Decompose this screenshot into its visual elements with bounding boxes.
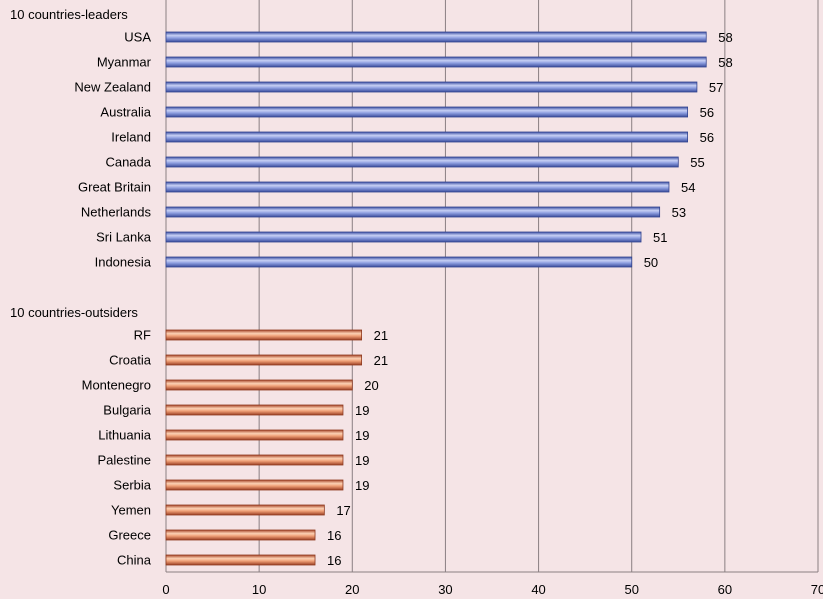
bar bbox=[165, 454, 344, 466]
x-tick-label: 40 bbox=[531, 582, 545, 597]
bar bbox=[165, 181, 670, 193]
value-label: 56 bbox=[700, 130, 714, 145]
x-tick-label: 30 bbox=[438, 582, 452, 597]
value-label: 51 bbox=[653, 230, 667, 245]
category-label: Indonesia bbox=[95, 255, 152, 270]
value-label: 17 bbox=[336, 503, 350, 518]
category-label: Palestine bbox=[98, 453, 151, 468]
x-tick-label: 0 bbox=[162, 582, 169, 597]
x-tick-label: 50 bbox=[624, 582, 638, 597]
value-label: 19 bbox=[355, 478, 369, 493]
category-label: China bbox=[117, 553, 152, 568]
labels: 0 10 20 30 40 50 60 70 10 countries-leaders USA 58… bbox=[10, 7, 823, 597]
category-label: USA bbox=[124, 30, 151, 45]
value-label: 19 bbox=[355, 403, 369, 418]
x-tick-label: 10 bbox=[252, 582, 266, 597]
bar bbox=[165, 529, 316, 541]
category-label: Sri Lanka bbox=[96, 230, 152, 245]
category-label: New Zealand bbox=[74, 80, 151, 95]
bar bbox=[165, 379, 353, 391]
value-label: 54 bbox=[681, 180, 695, 195]
bar bbox=[165, 106, 688, 118]
x-tick-label: 70 bbox=[811, 582, 823, 597]
category-label: Netherlands bbox=[81, 205, 152, 220]
category-label: Lithuania bbox=[98, 428, 152, 443]
x-tick-label: 20 bbox=[345, 582, 359, 597]
bar bbox=[165, 231, 642, 243]
value-label: 57 bbox=[709, 80, 723, 95]
value-label: 53 bbox=[672, 205, 686, 220]
bar bbox=[165, 81, 698, 93]
value-label: 21 bbox=[374, 353, 388, 368]
category-label: Great Britain bbox=[78, 180, 151, 195]
value-label: 16 bbox=[327, 528, 341, 543]
category-label: Canada bbox=[105, 155, 151, 170]
bar bbox=[165, 156, 679, 168]
value-label: 16 bbox=[327, 553, 341, 568]
category-label: Montenegro bbox=[82, 378, 151, 393]
bar bbox=[165, 131, 688, 143]
category-label: Ireland bbox=[111, 130, 151, 145]
bar bbox=[165, 329, 363, 341]
bar bbox=[165, 554, 316, 566]
value-label: 55 bbox=[690, 155, 704, 170]
category-label: Serbia bbox=[113, 478, 151, 493]
value-label: 56 bbox=[700, 105, 714, 120]
gridlines bbox=[165, 0, 819, 573]
bar bbox=[165, 56, 707, 68]
bar bbox=[165, 504, 325, 516]
category-label: Croatia bbox=[109, 353, 152, 368]
value-label: 19 bbox=[355, 453, 369, 468]
value-label: 19 bbox=[355, 428, 369, 443]
bar bbox=[165, 404, 344, 416]
bars bbox=[165, 31, 707, 566]
bar bbox=[165, 31, 707, 43]
bar bbox=[165, 206, 661, 218]
group-heading: 10 countries-leaders bbox=[10, 7, 128, 22]
value-label: 21 bbox=[374, 328, 388, 343]
category-label: Myanmar bbox=[97, 55, 152, 70]
category-label: Greece bbox=[108, 528, 151, 543]
bar bbox=[165, 429, 344, 441]
category-label: Bulgaria bbox=[103, 403, 151, 418]
bar bbox=[165, 354, 363, 366]
value-label: 20 bbox=[364, 378, 378, 393]
value-label: 58 bbox=[718, 30, 732, 45]
category-label: RF bbox=[134, 328, 151, 343]
category-label: Australia bbox=[100, 105, 151, 120]
value-label: 50 bbox=[644, 255, 658, 270]
bar bbox=[165, 479, 344, 491]
x-tick-label: 60 bbox=[718, 582, 732, 597]
bar bbox=[165, 256, 633, 268]
value-label: 58 bbox=[718, 55, 732, 70]
category-label: Yemen bbox=[111, 503, 151, 518]
group-heading: 10 countries-outsiders bbox=[10, 305, 138, 320]
